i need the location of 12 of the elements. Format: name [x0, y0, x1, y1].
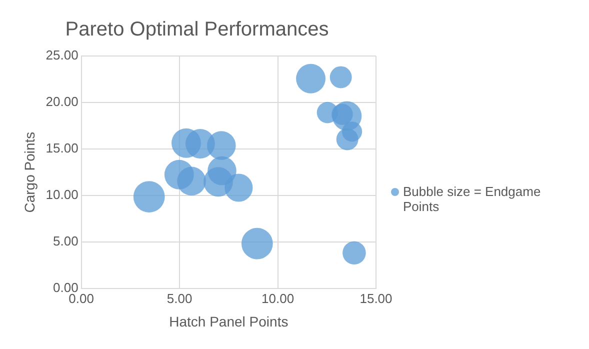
y-tick-label: 5.00 — [53, 234, 78, 249]
y-tick-label: 20.00 — [46, 94, 78, 110]
y-tick-label: 15.00 — [46, 140, 78, 156]
x-tick-label: 10.00 — [262, 290, 294, 306]
y-axis-title: Cargo Points — [21, 132, 38, 213]
y-tick-label: 10.00 — [46, 187, 78, 202]
x-axis-title: Hatch Panel Points — [169, 313, 288, 330]
chart-title: Pareto Optimal Performances — [65, 18, 329, 41]
legend-label: Bubble size = Endgame Points — [403, 184, 542, 214]
x-tick-label: 15.00 — [360, 290, 392, 306]
x-tick-label: 5.00 — [166, 290, 192, 306]
y-tick-label: 25.00 — [46, 48, 78, 63]
